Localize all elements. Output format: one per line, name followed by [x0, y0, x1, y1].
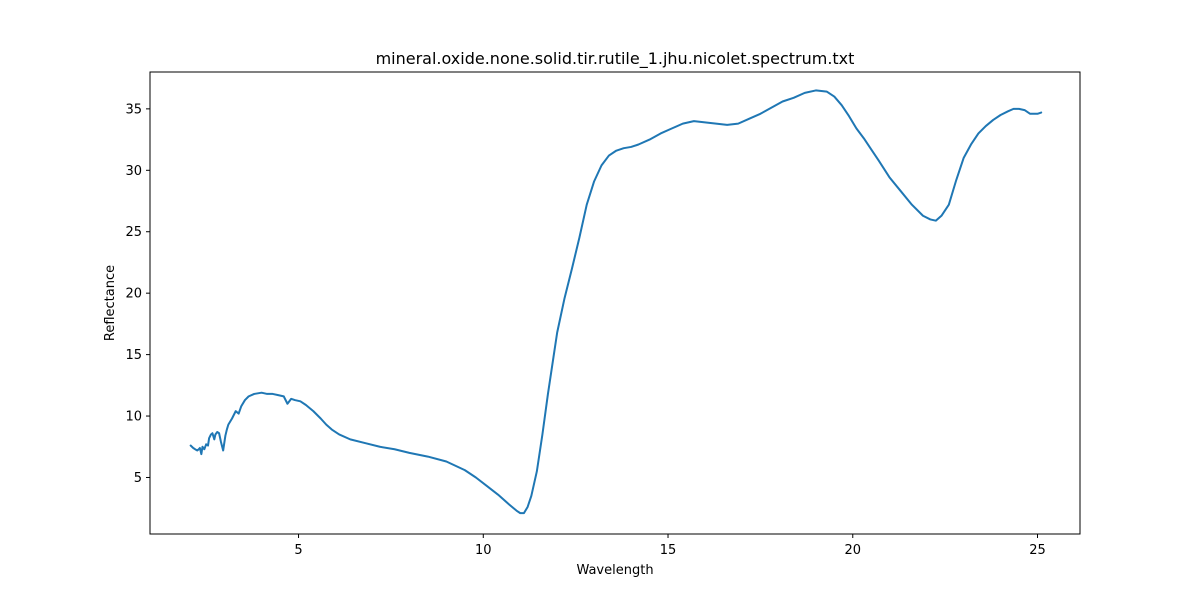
x-tick-label: 25 — [1029, 543, 1046, 558]
y-tick-label: 5 — [134, 471, 142, 486]
plot-area-frame — [149, 71, 1081, 535]
y-tick-label: 20 — [125, 287, 142, 302]
y-tick-label: 15 — [125, 348, 142, 363]
y-tick-label: 35 — [125, 102, 142, 117]
x-tick-label: 5 — [294, 543, 302, 558]
x-tick-label: 20 — [844, 543, 861, 558]
chart-title: mineral.oxide.none.solid.tir.rutile_1.jh… — [376, 49, 855, 69]
y-tick-label: 25 — [125, 225, 142, 240]
x-tick-label: 15 — [660, 543, 677, 558]
x-axis-label: Wavelength — [576, 563, 653, 578]
y-tick-label: 10 — [125, 410, 142, 425]
y-axis-label: Reflectance — [103, 265, 118, 341]
y-tick-label: 30 — [125, 164, 142, 179]
spectrum-series-line-0 — [189, 89, 1043, 515]
x-tick-label: 10 — [475, 543, 492, 558]
